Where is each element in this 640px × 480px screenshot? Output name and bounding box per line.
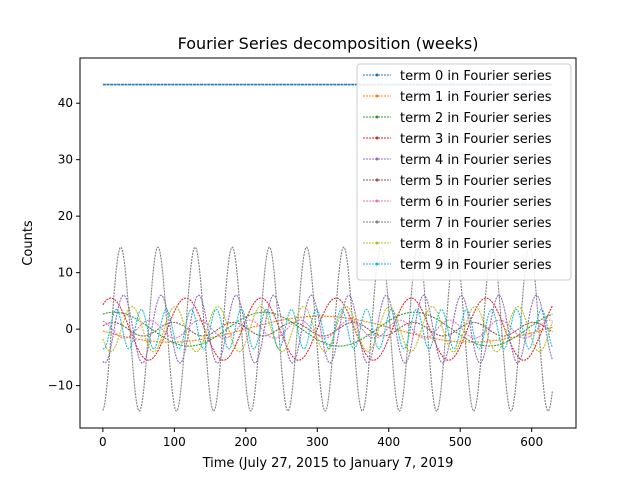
legend-marker-term-7 xyxy=(375,220,379,224)
legend-label-term-8: term 8 in Fourier series xyxy=(400,237,552,252)
legend-label-term-2: term 2 in Fourier series xyxy=(400,111,552,126)
legend-label-term-1: term 1 in Fourier series xyxy=(400,90,552,105)
legend-marker-term-5 xyxy=(375,178,379,182)
series-line-term-6 xyxy=(102,319,553,339)
x-tick-label: 300 xyxy=(306,435,329,449)
series-line-term-9 xyxy=(102,308,553,350)
y-axis-ticks: −10 0 10 20 30 40 xyxy=(48,96,80,393)
legend-label-term-0: term 0 in Fourier series xyxy=(400,69,552,84)
chart-title: Fourier Series decomposition (weeks) xyxy=(178,34,479,53)
legend-marker-term-6 xyxy=(375,199,379,203)
legend-marker-term-2 xyxy=(375,115,379,119)
x-axis-ticks: 0 100 200 300 400 500 600 xyxy=(99,428,543,449)
x-axis-label: Time (July 27, 2015 to January 7, 2019 xyxy=(202,456,454,471)
y-tick-label: 40 xyxy=(58,96,73,110)
x-tick-label: 500 xyxy=(449,435,472,449)
legend-label-term-9: term 9 in Fourier series xyxy=(400,258,552,273)
legend-marker-term-9 xyxy=(375,262,379,266)
legend-marker-term-8 xyxy=(375,241,379,245)
series-line-term-4 xyxy=(102,294,553,364)
legend-label-term-6: term 6 in Fourier series xyxy=(400,195,552,210)
x-tick-label: 100 xyxy=(163,435,186,449)
legend-label-term-7: term 7 in Fourier series xyxy=(400,216,552,231)
legend-marker-term-3 xyxy=(375,136,379,140)
legend-label-term-5: term 5 in Fourier series xyxy=(400,174,552,189)
legend-marker-term-4 xyxy=(375,157,379,161)
series-line-term-2 xyxy=(102,311,553,347)
y-tick-label: 0 xyxy=(65,322,73,336)
y-tick-label: 20 xyxy=(58,209,73,223)
y-axis-label: Counts xyxy=(21,220,36,266)
legend: term 0 in Fourier series term 1 in Fourie… xyxy=(356,63,572,281)
legend-label-term-3: term 3 in Fourier series xyxy=(400,132,552,147)
y-tick-label: 30 xyxy=(58,153,73,167)
y-tick-label: −10 xyxy=(48,379,73,393)
series-line-term-5 xyxy=(102,321,553,337)
legend-box xyxy=(356,63,572,281)
legend-marker-term-1 xyxy=(375,94,379,98)
x-tick-label: 400 xyxy=(377,435,400,449)
plot-frame xyxy=(79,57,577,429)
x-tick-label: 200 xyxy=(234,435,257,449)
series-line-term-7 xyxy=(102,246,553,412)
x-tick-label: 600 xyxy=(520,435,543,449)
legend-label-term-4: term 4 in Fourier series xyxy=(400,153,552,168)
x-tick-label: 0 xyxy=(99,435,107,449)
series-line-term-1 xyxy=(102,315,553,343)
y-tick-label: 10 xyxy=(58,266,73,280)
legend-marker-term-0 xyxy=(375,73,379,77)
